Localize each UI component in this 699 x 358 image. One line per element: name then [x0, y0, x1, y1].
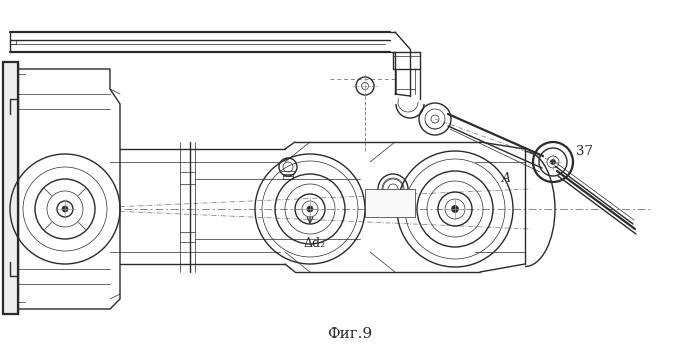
Polygon shape	[10, 69, 120, 309]
Text: 37: 37	[576, 145, 593, 159]
Polygon shape	[3, 62, 18, 314]
Text: A: A	[502, 173, 511, 185]
Circle shape	[62, 206, 68, 212]
Circle shape	[452, 205, 459, 213]
Bar	[365, 189, 415, 217]
Circle shape	[307, 206, 313, 212]
Circle shape	[551, 160, 556, 164]
Text: Фиг.9: Фиг.9	[327, 327, 373, 341]
Text: Δd₂: Δd₂	[304, 237, 326, 250]
